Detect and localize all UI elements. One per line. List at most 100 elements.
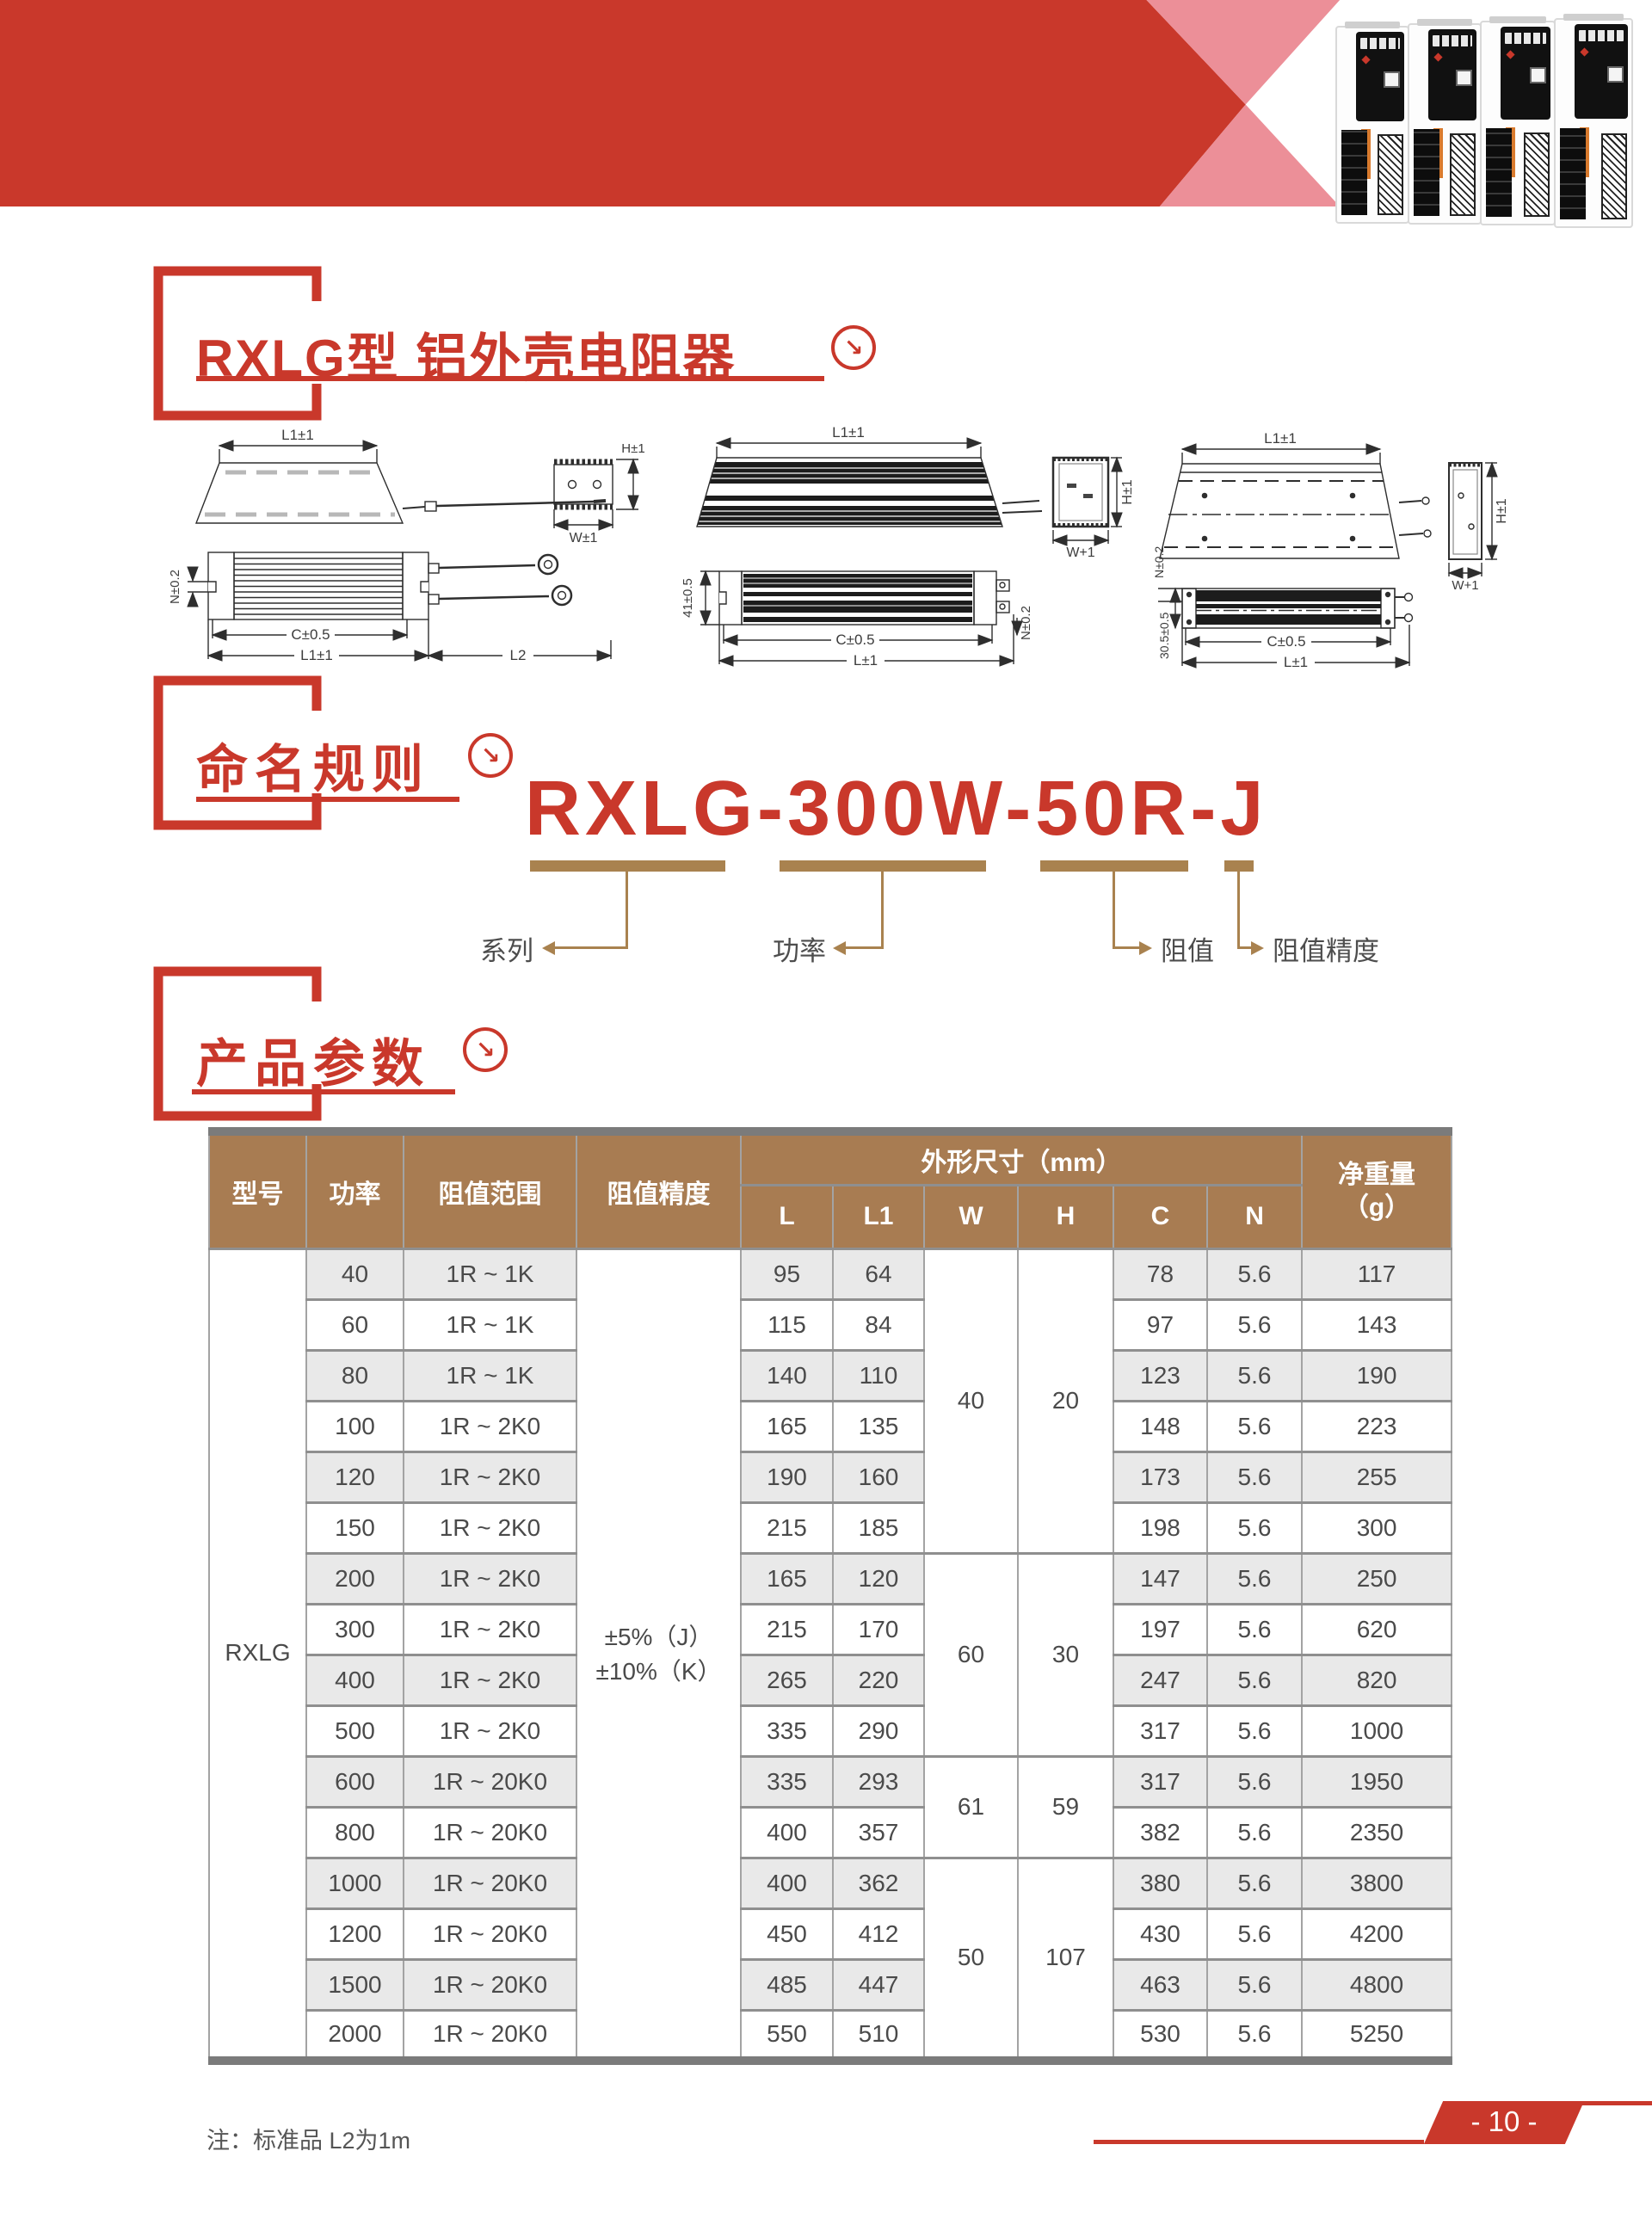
dim-label: N±0.2 bbox=[168, 570, 182, 604]
section-bracket bbox=[153, 266, 322, 421]
table-row: 1200 1R ~ 20K0 450 412 430 5.6 4200 bbox=[209, 1907, 1453, 1961]
cell-l: 265 bbox=[740, 1653, 834, 1707]
cell-l: 450 bbox=[740, 1907, 834, 1961]
cell-l: 335 bbox=[740, 1754, 834, 1809]
cell-power: 1200 bbox=[305, 1907, 404, 1961]
cell-weight: 5250 bbox=[1301, 2008, 1453, 2062]
cell-weight: 2350 bbox=[1301, 1805, 1453, 1859]
cell-c: 148 bbox=[1113, 1399, 1208, 1453]
dim-label: H±1 bbox=[1495, 498, 1509, 523]
cell-l: 165 bbox=[740, 1551, 834, 1605]
naming-code: RXLG-300W-50R-J bbox=[525, 766, 1268, 852]
cell-weight: 820 bbox=[1301, 1653, 1453, 1707]
table-row: 300 1R ~ 2K0 215 170 197 5.6 620 bbox=[209, 1602, 1453, 1656]
cell-c: 380 bbox=[1113, 1856, 1208, 1910]
naming-connector bbox=[1113, 946, 1139, 949]
naming-connector bbox=[846, 946, 883, 949]
cell-range: 1R ~ 20K0 bbox=[403, 1754, 577, 1809]
cell-l1: 64 bbox=[832, 1247, 925, 1301]
cell-range: 1R ~ 1K bbox=[403, 1348, 577, 1402]
table-row: 1000 1R ~ 20K0 400 362 50 107 380 5.6 38… bbox=[209, 1856, 1453, 2062]
cell-range: 1R ~ 20K0 bbox=[403, 1957, 577, 2012]
col-header-N: N bbox=[1205, 1183, 1304, 1250]
arrow-circle-icon: ↘ bbox=[831, 325, 876, 370]
naming-label-precision: 阻值精度 bbox=[1273, 936, 1379, 966]
cell-n: 5.6 bbox=[1205, 1957, 1304, 2012]
dim-label: C±0.5 bbox=[291, 626, 330, 643]
cell-precision: ±5%（J） ±10%（K） bbox=[576, 1247, 742, 2062]
table-row: 500 1R ~ 2K0 335 290 317 5.6 1000 bbox=[209, 1704, 1453, 1758]
cell-n: 5.6 bbox=[1205, 1602, 1304, 1656]
cell-n: 5.6 bbox=[1205, 2008, 1304, 2062]
dim-label: H±1 bbox=[1120, 479, 1135, 504]
cell-n: 5.6 bbox=[1205, 1501, 1304, 1555]
col-header-dimensions: 外形尺寸（mm） bbox=[739, 1130, 1304, 1186]
section-title-naming: 命名规则 bbox=[196, 741, 430, 798]
cell-range: 1R ~ 2K0 bbox=[403, 1653, 577, 1707]
drawing-resistor-striped: L1±1 H±1 W+1 41±0.5 C±0.5 L±1 N±0.2 bbox=[681, 424, 1135, 669]
cell-h-group: 20 bbox=[1017, 1247, 1114, 1555]
dim-label: L±1 bbox=[1284, 654, 1308, 670]
cell-n: 5.6 bbox=[1205, 1754, 1304, 1809]
cell-range: 1R ~ 20K0 bbox=[403, 1856, 577, 1910]
cell-w-group: 61 bbox=[923, 1754, 1019, 1859]
cell-power: 800 bbox=[305, 1805, 404, 1859]
table-row: 1500 1R ~ 20K0 485 447 463 5.6 4800 bbox=[209, 1957, 1453, 2012]
cell-c: 197 bbox=[1113, 1602, 1208, 1656]
cell-c: 530 bbox=[1113, 2008, 1208, 2062]
cell-range: 1R ~ 2K0 bbox=[403, 1704, 577, 1758]
dim-label: 30.5±0.5 bbox=[1157, 612, 1171, 659]
col-header-power: 功率 bbox=[305, 1130, 404, 1250]
table-row: 80 1R ~ 1K 140 110 123 5.6 190 bbox=[209, 1348, 1453, 1402]
cell-range: 1R ~ 20K0 bbox=[403, 1907, 577, 1961]
cell-h-group: 107 bbox=[1017, 1856, 1114, 2062]
table-row: 150 1R ~ 2K0 215 185 198 5.6 300 bbox=[209, 1501, 1453, 1555]
servo-drive-unit bbox=[1480, 16, 1556, 225]
table-row: 60 1R ~ 1K 115 84 97 5.6 143 bbox=[209, 1297, 1453, 1352]
drawing-resistor-trapezoid-wire: L1±1 H±1 W±1 N±0.2 C±0.5 L1±1 L2 bbox=[168, 427, 645, 663]
cell-n: 5.6 bbox=[1205, 1297, 1304, 1352]
servo-drive-unit bbox=[1335, 22, 1409, 224]
naming-bar-power bbox=[780, 860, 986, 872]
cell-l1: 510 bbox=[832, 2008, 925, 2062]
cell-w-group: 60 bbox=[923, 1551, 1019, 1758]
col-header-weight: 净重量 （g） bbox=[1301, 1130, 1453, 1250]
col-header-L: L bbox=[740, 1183, 834, 1250]
cell-range: 1R ~ 20K0 bbox=[403, 2008, 577, 2062]
servo-drive-unit bbox=[1408, 19, 1482, 225]
cell-n: 5.6 bbox=[1205, 1856, 1304, 1910]
cell-weight: 3800 bbox=[1301, 1856, 1453, 1910]
cell-n: 5.6 bbox=[1205, 1653, 1304, 1707]
cell-c: 430 bbox=[1113, 1907, 1208, 1961]
weight-unit: （g） bbox=[1342, 1193, 1411, 1222]
naming-bar-precision bbox=[1224, 860, 1254, 872]
cell-l: 215 bbox=[740, 1602, 834, 1656]
cell-range: 1R ~ 2K0 bbox=[403, 1501, 577, 1555]
cell-w-group: 40 bbox=[923, 1247, 1019, 1555]
arrow-left-icon bbox=[542, 941, 555, 955]
cell-l1: 160 bbox=[832, 1450, 925, 1504]
cell-l: 400 bbox=[740, 1805, 834, 1859]
cell-power: 400 bbox=[305, 1653, 404, 1707]
cell-l: 550 bbox=[740, 2008, 834, 2062]
table-row: 400 1R ~ 2K0 265 220 247 5.6 820 bbox=[209, 1653, 1453, 1707]
naming-label-power: 功率 bbox=[773, 936, 826, 966]
cell-model: RXLG bbox=[208, 1247, 307, 2062]
cell-range: 1R ~ 20K0 bbox=[403, 1805, 577, 1859]
page-number: - 10 - bbox=[1470, 2105, 1538, 2137]
col-header-precision: 阻值精度 bbox=[576, 1130, 742, 1250]
cell-power: 80 bbox=[305, 1348, 404, 1402]
dim-label: N±0.2 bbox=[1152, 546, 1166, 578]
cell-range: 1R ~ 1K bbox=[403, 1247, 577, 1301]
cell-l: 95 bbox=[740, 1247, 834, 1301]
cell-weight: 117 bbox=[1301, 1247, 1453, 1301]
cell-weight: 4800 bbox=[1301, 1957, 1453, 2012]
naming-connector bbox=[1113, 872, 1115, 949]
naming-connector bbox=[1237, 946, 1251, 949]
arrow-right-icon bbox=[1139, 941, 1152, 955]
dim-label: N±0.2 bbox=[1019, 606, 1033, 640]
servo-drive-unit bbox=[1554, 14, 1633, 228]
cell-c: 173 bbox=[1113, 1450, 1208, 1504]
title-underline bbox=[192, 1089, 455, 1094]
